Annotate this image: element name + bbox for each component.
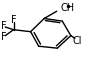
- Text: F: F: [11, 15, 16, 25]
- Text: CH: CH: [61, 3, 75, 13]
- Text: F: F: [1, 32, 6, 42]
- Text: F: F: [1, 21, 6, 31]
- Text: Cl: Cl: [72, 36, 82, 46]
